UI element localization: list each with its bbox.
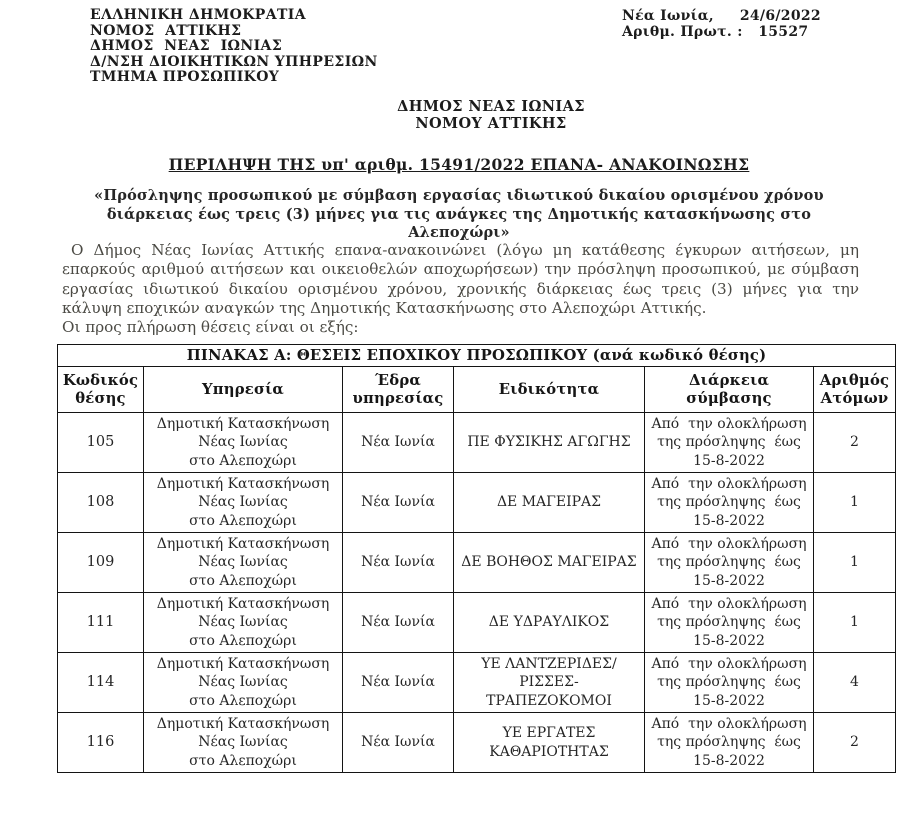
seat-cell: Νέα Ιωνία	[342, 652, 454, 713]
positions-table-body: 105 Δημοτική Κατασκήνωση Νέας Ιωνίας στο …	[57, 412, 897, 773]
service-cell: Δημοτική Κατασκήνωση Νέας Ιωνίας στο Αλε…	[143, 412, 343, 473]
specialty-cell: ΥΕ ΕΡΓΑΤΕΣ ΚΑΘΑΡΙΟΤΗΤΑΣ	[453, 712, 645, 773]
col-header-count: Αριθμός Ατόμων	[812, 366, 897, 413]
seat-cell: Νέα Ιωνία	[342, 472, 454, 533]
recipient-municipality: ΔΗΜΟΣ ΝΕΑΣ ΙΩΝΙΑΣ	[397, 98, 585, 115]
positions-table: ΠΙΝΑΚΑΣ Α: ΘΕΣΕΙΣ ΕΠΟΧΙΚΟΥ ΠΡΟΣΩΠΙΚΟΥ (α…	[56, 344, 897, 773]
body-text: Ο Δήμος Νέας Ιωνίας Αττικής επανα-ανακοι…	[62, 241, 859, 337]
col-header-code: Κωδικός θέσης	[57, 366, 144, 413]
service-cell: Δημοτική Κατασκήνωση Νέας Ιωνίας στο Αλε…	[143, 592, 343, 653]
duration-cell: Από την ολοκλήρωση της πρόσληψης έως 15-…	[644, 592, 814, 653]
col-header-specialty: Ειδικότητα	[453, 366, 645, 413]
reference-block: Νέα Ιωνία, 24/6/2022 Αριθμ. Πρωτ. : 1552…	[622, 8, 821, 40]
specialty-cell: ΔΕ ΜΑΓΕΙΡΑΣ	[453, 472, 645, 533]
position-code-cell: 109	[57, 532, 144, 593]
position-code-cell: 105	[57, 412, 144, 473]
letterhead-line-republic: ΕΛΛΗΝΙΚΗ ΔΗΜΟΚΡΑΤΙΑ	[90, 7, 307, 23]
service-cell: Δημοτική Κατασκήνωση Νέας Ιωνίας στο Αλε…	[143, 652, 343, 713]
specialty-cell: ΠΕ ΦΥΣΙΚΗΣ ΑΓΩΓΗΣ	[453, 412, 645, 473]
count-cell: 2	[812, 712, 897, 773]
seat-cell: Νέα Ιωνία	[342, 532, 454, 593]
service-cell: Δημοτική Κατασκήνωση Νέας Ιωνίας στο Αλε…	[143, 712, 343, 773]
col-header-duration: Διάρκεια σύμβασης	[644, 366, 814, 413]
table-row: 114 Δημοτική Κατασκήνωση Νέας Ιωνίας στο …	[57, 652, 897, 713]
recipient-block: ΔΗΜΟΣ ΝΕΑΣ ΙΩΝΙΑΣ ΝΟΜΟΥ ΑΤΤΙΚΗΣ	[0, 98, 918, 132]
count-cell: 4	[812, 652, 897, 713]
count-cell: 2	[812, 412, 897, 473]
table-title: ΠΙΝΑΚΑΣ Α: ΘΕΣΕΙΣ ΕΠΟΧΙΚΟΥ ΠΡΟΣΩΠΙΚΟΥ (α…	[56, 344, 897, 367]
letterhead-line-prefecture: ΝΟΜΟΣ ΑΤΤΙΚΗΣ	[90, 22, 242, 39]
seat-cell: Νέα Ιωνία	[342, 592, 454, 653]
letterhead-line-municipality: ΔΗΜΟΣ ΝΕΑΣ ΙΩΝΙΑΣ	[90, 38, 283, 55]
position-code-cell: 116	[57, 712, 144, 773]
table-row: 116 Δημοτική Κατασκήνωση Νέας Ιωνίας στο …	[57, 712, 897, 773]
duration-cell: Από την ολοκλήρωση της πρόσληψης έως 15-…	[644, 412, 814, 473]
count-cell: 1	[812, 532, 897, 593]
table-header-row: Κωδικός θέσης Υπηρεσία Έδρα υπηρεσίας Ει…	[57, 366, 897, 413]
duration-cell: Από την ολοκλήρωση της πρόσληψης έως 15-…	[644, 472, 814, 533]
duration-cell: Από την ολοκλήρωση της πρόσληψης έως 15-…	[644, 532, 814, 593]
duration-cell: Από την ολοκλήρωση της πρόσληψης έως 15-…	[644, 652, 814, 713]
col-header-service: Υπηρεσία	[143, 366, 343, 413]
document-title: ΠΕΡΙΛΗΨΗ ΤΗΣ υπ' αριθμ. 15491/2022 ΕΠΑΝΑ…	[168, 155, 750, 174]
seat-cell: Νέα Ιωνία	[342, 412, 454, 473]
letterhead-line-directorate: Δ/ΝΣΗ ΔΙΟΙΚΗΤΙΚΩΝ ΥΠΗΡΕΣΙΩΝ	[90, 53, 378, 70]
positions-intro: Οι προς πλήρωση θέσεις είναι οι εξής:	[62, 318, 359, 337]
position-code-cell: 111	[57, 592, 144, 653]
count-cell: 1	[812, 592, 897, 653]
specialty-cell: ΥΕ ΛΑΝΤΖΕΡΙΔΕΣ/ ΡΙΣΣΕΣ- ΤΡΑΠΕΖΟΚΟΜΟΙ	[453, 652, 645, 713]
specialty-cell: ΔΕ ΒΟΗΘΟΣ ΜΑΓΕΙΡΑΣ	[453, 532, 645, 593]
table-row: 109 Δημοτική Κατασκήνωση Νέας Ιωνίας στο …	[57, 532, 897, 593]
service-cell: Δημοτική Κατασκήνωση Νέας Ιωνίας στο Αλε…	[143, 532, 343, 593]
table-title-row: ΠΙΝΑΚΑΣ Α: ΘΕΣΕΙΣ ΕΠΟΧΙΚΟΥ ΠΡΟΣΩΠΙΚΟΥ (α…	[56, 344, 897, 367]
seat-cell: Νέα Ιωνία	[342, 712, 454, 773]
document-subtitle: «Πρόσληψης προσωπικού με σύμβαση εργασία…	[94, 187, 824, 241]
table-row: 111 Δημοτική Κατασκήνωση Νέας Ιωνίας στο …	[57, 592, 897, 653]
letterhead-line-department: ΤΜΗΜΑ ΠΡΟΣΩΠΙΚΟΥ	[90, 69, 280, 86]
position-code-cell: 114	[57, 652, 144, 713]
protocol-number: Αριθμ. Πρωτ. : 15527	[622, 24, 809, 40]
body-paragraph: Ο Δήμος Νέας Ιωνίας Αττικής επανα-ανακοι…	[62, 241, 859, 317]
specialty-cell: ΔΕ ΥΔΡΑΥΛΙΚΟΣ	[453, 592, 645, 653]
duration-cell: Από την ολοκλήρωση της πρόσληψης έως 15-…	[644, 712, 814, 773]
recipient-prefecture: ΝΟΜΟΥ ΑΤΤΙΚΗΣ	[415, 114, 567, 132]
table-row: 105 Δημοτική Κατασκήνωση Νέας Ιωνίας στο …	[57, 412, 897, 473]
letterhead: ΕΛΛΗΝΙΚΗ ΔΗΜΟΚΡΑΤΙΑ ΝΟΜΟΣ ΑΤΤΙΚΗΣ ΔΗΜΟΣ …	[90, 7, 378, 86]
place-date: Νέα Ιωνία, 24/6/2022	[622, 8, 821, 24]
service-cell: Δημοτική Κατασκήνωση Νέας Ιωνίας στο Αλε…	[143, 472, 343, 533]
table-row: 108 Δημοτική Κατασκήνωση Νέας Ιωνίας στο …	[57, 472, 897, 533]
col-header-seat: Έδρα υπηρεσίας	[342, 366, 454, 413]
count-cell: 1	[812, 472, 897, 533]
position-code-cell: 108	[57, 472, 144, 533]
